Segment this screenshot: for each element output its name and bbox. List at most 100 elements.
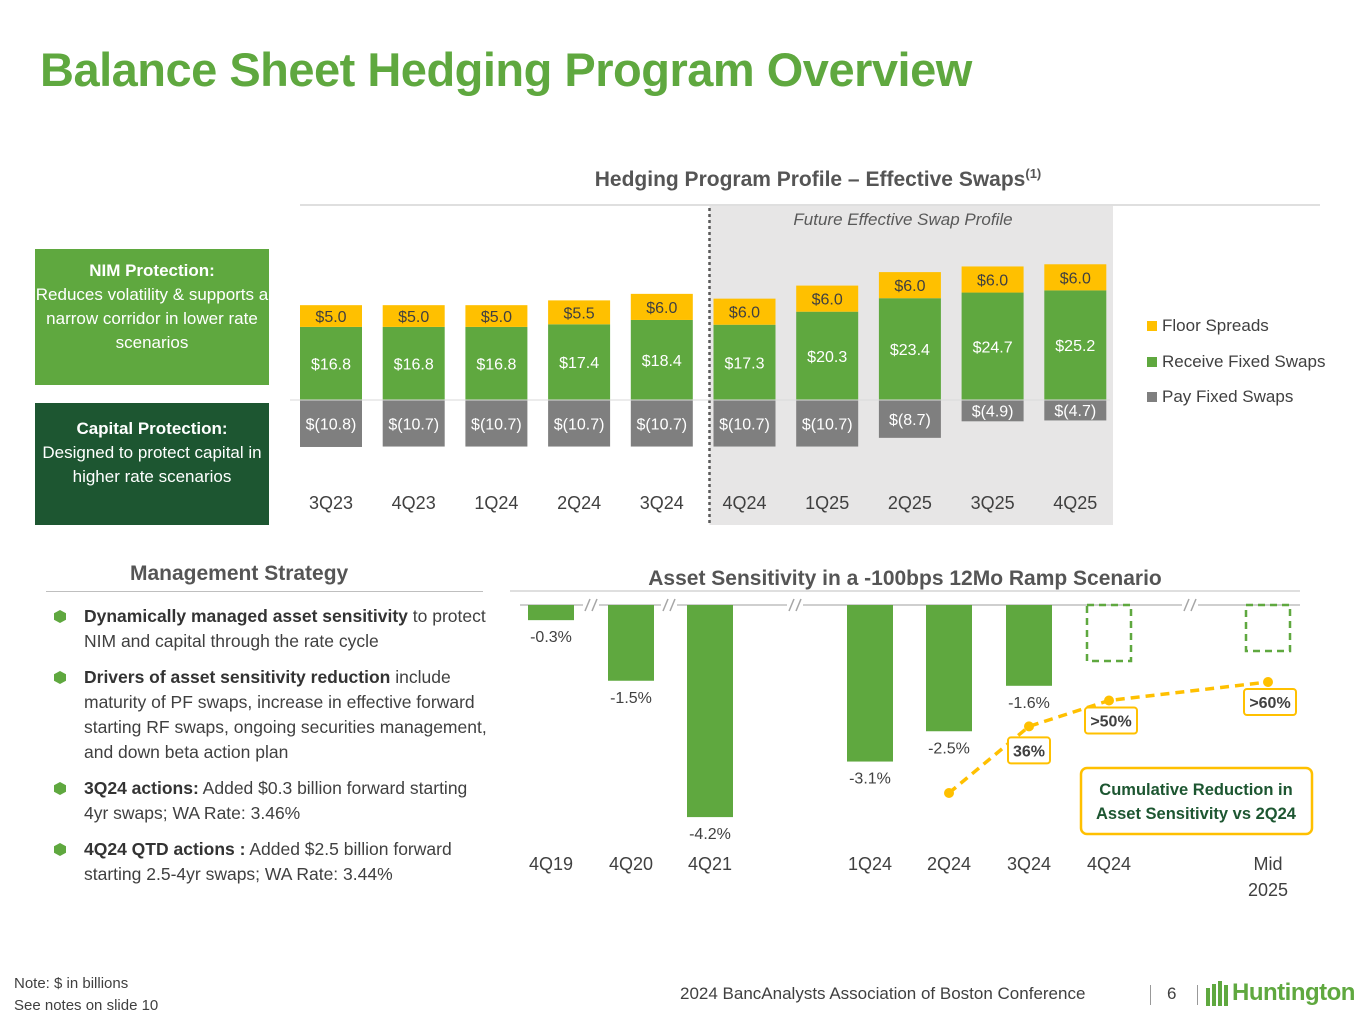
pay-fixed-bar [878, 400, 941, 438]
huntington-logo-icon [1206, 981, 1228, 1006]
pay-fixed-label: $(10.7) [802, 416, 853, 433]
receive-fixed-label: $16.8 [476, 356, 516, 373]
receive-fixed-label: $17.4 [559, 355, 599, 372]
pay-fixed-bar [713, 400, 776, 447]
x-tick-label: Mid [1253, 854, 1282, 874]
receive-fixed-bar [382, 326, 445, 400]
cumulative-reduction-point [1104, 695, 1114, 706]
footer-separator [1197, 985, 1198, 1005]
reduction-label-box [1007, 736, 1051, 765]
x-tick-label: 4Q25 [1053, 493, 1097, 513]
receive-fixed-bar [465, 326, 528, 400]
reduction-label-box [1243, 688, 1297, 716]
axis-break-gap [787, 600, 803, 610]
bar-value-label: -1.5% [610, 690, 652, 707]
bar-value-label: -4.2% [689, 826, 731, 843]
receive-fixed-label: $23.4 [890, 342, 930, 359]
cumulative-reduction-point [1024, 721, 1034, 732]
reduction-label: >60% [1249, 695, 1290, 712]
bullet-bold: Drivers of asset sensitivity reduction [84, 667, 391, 687]
floor-spread-label: $6.0 [894, 278, 925, 295]
callout-text: Asset Sensitivity vs 2Q24 [1096, 805, 1297, 823]
footer-separator [1150, 985, 1151, 1005]
floor-spread-label: $6.0 [812, 292, 843, 309]
axis-break-mark [795, 598, 802, 612]
receive-fixed-bar [548, 324, 611, 400]
hexagon-bullet-icon [54, 843, 66, 856]
floor-spread-label: $5.0 [481, 309, 512, 326]
floor-spread-bar [1044, 264, 1107, 291]
bullet-text: to protect NIM and capital through the r… [84, 606, 486, 651]
bar-value-label: -2.5% [928, 740, 970, 757]
axis-break-mark [1190, 598, 1197, 612]
x-tick-label: 2025 [1248, 880, 1288, 900]
x-tick-label: 1Q24 [474, 493, 518, 513]
x-tick-label: 1Q24 [848, 854, 892, 874]
footer-note: Note: $ in billions See notes on slide 1… [14, 973, 158, 1017]
asset-sensitivity-bar [926, 605, 972, 732]
footer-note-line: Note: $ in billions [14, 975, 129, 992]
legend-label: Receive Fixed Swaps [1162, 352, 1325, 371]
asset-sensitivity-bar [608, 605, 654, 681]
axis-break-gap [661, 600, 677, 610]
pay-fixed-bar [630, 400, 693, 447]
chart-title: Asset Sensitivity in a -100bps 12Mo Ramp… [648, 567, 1162, 590]
pay-fixed-label: $(10.7) [471, 416, 522, 433]
x-tick-label: 3Q24 [640, 493, 684, 513]
x-tick-label: 4Q24 [1087, 854, 1131, 874]
floor-spread-label: $5.5 [564, 305, 595, 322]
floor-spread-label: $6.0 [977, 273, 1008, 290]
chart-title: Hedging Program Profile – Effective Swap… [595, 166, 1042, 191]
sensitivity-chart: Asset Sensitivity in a -100bps 12Mo Ramp… [510, 567, 1314, 900]
strategy-title: Management Strategy [130, 562, 349, 585]
pay-fixed-label: $(8.7) [889, 412, 931, 429]
floor-spread-bar [548, 300, 611, 325]
callout-box [1079, 766, 1314, 836]
pay-fixed-bar [796, 400, 859, 447]
nim-box-heading: NIM Protection: [89, 261, 215, 280]
axis-break-mark [1183, 598, 1190, 612]
hexagon-bullet-icon [54, 782, 66, 795]
hexagon-bullet-icon [54, 671, 66, 684]
asset-sensitivity-bar [687, 605, 733, 818]
cumulative-reduction-point [944, 788, 954, 798]
floor-spread-label: $6.0 [1060, 270, 1091, 287]
pay-fixed-label: $(10.8) [306, 416, 357, 433]
legend-swatch-icon [1147, 321, 1157, 331]
page-title: Balance Sheet Hedging Program Overview [40, 43, 972, 96]
projected-bar-outline [1244, 603, 1292, 653]
reduction-label-box [1084, 706, 1138, 735]
callout-text: Cumulative Reduction in [1099, 781, 1292, 799]
capital-box-body: Designed to protect capital in higher ra… [42, 443, 262, 486]
receive-fixed-label: $25.2 [1055, 338, 1095, 355]
pay-fixed-label: $(10.7) [719, 416, 770, 433]
page-number: 6 [1167, 984, 1177, 1003]
receive-fixed-bar [961, 292, 1024, 400]
pay-fixed-bar [465, 400, 528, 447]
footer-conference: 2024 BancAnalysts Association of Boston … [680, 984, 1086, 1003]
bar-value-label: -3.1% [849, 771, 891, 788]
asset-sensitivity-bar [1006, 605, 1052, 686]
x-tick-label: 4Q19 [529, 854, 573, 874]
pay-fixed-bar [548, 400, 611, 447]
strategy-list: Dynamically managed asset sensitivity to… [52, 604, 492, 898]
capital-protection-box: Capital Protection: Designed to protect … [35, 403, 269, 525]
logo-wordmark: Huntington [1232, 979, 1355, 1006]
swap-chart: Hedging Program Profile – Effective Swap… [290, 166, 1325, 525]
bullet-bold: 3Q24 actions: [84, 778, 199, 798]
strategy-bullet: Drivers of asset sensitivity reduction i… [52, 665, 492, 765]
receive-fixed-bar [300, 326, 362, 400]
pay-fixed-label: $(4.9) [972, 404, 1014, 421]
reduction-label: 36% [1013, 743, 1045, 760]
floor-spread-label: $6.0 [646, 300, 677, 317]
receive-fixed-bar [713, 324, 776, 400]
hexagon-bullet-icon [54, 610, 66, 623]
floor-spread-label: $5.0 [315, 309, 346, 326]
cumulative-reduction-line [947, 680, 1269, 795]
pay-fixed-bar [300, 400, 362, 447]
asset-sensitivity-bar [528, 605, 574, 621]
floor-spread-label: $5.0 [398, 309, 429, 326]
x-tick-label: 2Q24 [927, 854, 971, 874]
axis-break-mark [669, 598, 676, 612]
receive-fixed-label: $17.3 [724, 355, 764, 372]
